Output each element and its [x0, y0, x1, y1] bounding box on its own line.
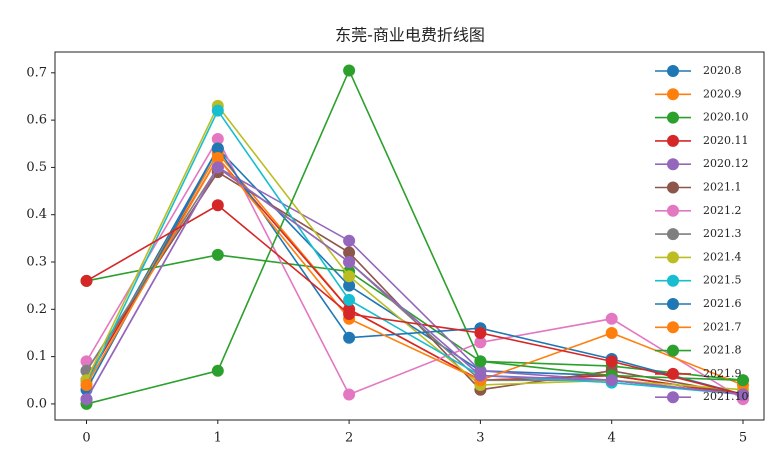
- legend-marker: [667, 204, 679, 217]
- legend-label: 2021.8: [703, 344, 742, 357]
- legend-marker: [667, 367, 679, 380]
- x-tick-label: 1: [214, 431, 222, 446]
- legend-label: 2020.8: [703, 64, 742, 77]
- legend-label: 2021.4: [703, 250, 742, 263]
- point: [211, 248, 224, 261]
- series-line: [86, 204, 744, 396]
- point: [211, 104, 224, 117]
- y-tick-label: 0.7: [26, 65, 47, 80]
- point: [211, 161, 224, 174]
- legend-label: 2021.1: [703, 181, 742, 194]
- point: [474, 326, 487, 339]
- series-line: [85, 104, 744, 391]
- point: [211, 364, 224, 377]
- legend-marker: [667, 181, 679, 194]
- y-tick-label: 0.5: [26, 160, 47, 175]
- y-tick-label: 0.2: [26, 302, 47, 317]
- point: [343, 246, 356, 259]
- series-line: [85, 109, 744, 396]
- legend-label: 2021.9: [703, 367, 742, 380]
- legend-marker: [667, 344, 679, 357]
- point: [343, 388, 356, 401]
- point: [605, 312, 618, 325]
- point: [343, 270, 356, 283]
- legend-marker: [667, 134, 679, 147]
- series-line: [85, 166, 744, 400]
- point: [80, 378, 93, 391]
- point: [211, 151, 224, 164]
- series-line: [85, 137, 744, 400]
- legend-label: 2021.2: [703, 204, 742, 217]
- legend-marker: [667, 321, 679, 334]
- legend-label: 2021.7: [703, 320, 742, 333]
- series-line: [85, 146, 744, 396]
- legend-label: 2021.3: [703, 227, 742, 240]
- legend-marker: [667, 274, 679, 287]
- legend-label: 2020.11: [703, 134, 749, 147]
- y-tick-label: 0.0: [26, 396, 47, 411]
- x-tick-label: 4: [608, 431, 616, 446]
- point: [80, 393, 93, 406]
- legend-label: 2021.5: [703, 274, 742, 287]
- point: [211, 199, 224, 212]
- legend-label: 2020.9: [703, 87, 742, 100]
- legend-marker: [667, 158, 679, 171]
- legend-label: 2021.6: [703, 297, 742, 310]
- point: [474, 336, 487, 349]
- legend-marker: [667, 228, 679, 241]
- point: [211, 142, 224, 155]
- legend-marker: [667, 391, 679, 404]
- legend-marker: [667, 65, 679, 77]
- x-tick-label: 2: [345, 431, 353, 446]
- series-line: [85, 166, 744, 396]
- legend-marker: [667, 88, 679, 101]
- point: [605, 355, 618, 368]
- point: [474, 355, 487, 368]
- point: [474, 369, 487, 382]
- point: [343, 279, 356, 292]
- series-line: [85, 166, 744, 400]
- y-tick-label: 0.4: [26, 207, 47, 222]
- x-tick-label: 5: [739, 431, 747, 446]
- point: [80, 274, 93, 287]
- series-line: [86, 68, 744, 405]
- point: [80, 355, 93, 368]
- point: [343, 331, 356, 344]
- point: [343, 64, 356, 77]
- legend-marker: [667, 251, 679, 264]
- chart-title: 东莞-商业电费折线图: [335, 26, 485, 45]
- legend-marker: [667, 298, 679, 310]
- series-line: [85, 151, 744, 396]
- point: [605, 374, 618, 387]
- y-tick-label: 0.1: [26, 349, 47, 364]
- x-tick-label: 0: [82, 431, 90, 446]
- series-line: [85, 156, 744, 386]
- point: [211, 133, 224, 146]
- legend-label: 2020.10: [703, 111, 749, 124]
- point: [736, 374, 749, 387]
- y-tick-label: 0.3: [26, 255, 47, 270]
- y-tick-label: 0.6: [26, 113, 47, 128]
- legend-label: 2020.12: [703, 157, 749, 170]
- series-line: [85, 147, 744, 396]
- point: [736, 388, 749, 401]
- point: [343, 234, 356, 247]
- legend-marker: [667, 111, 679, 124]
- point: [605, 326, 618, 339]
- point: [343, 308, 356, 321]
- point: [343, 293, 356, 306]
- x-tick-label: 3: [476, 431, 484, 446]
- point: [343, 256, 356, 269]
- plot-frame: [54, 51, 765, 421]
- series-line: [86, 254, 744, 382]
- legend-label: 2021.10: [703, 390, 749, 403]
